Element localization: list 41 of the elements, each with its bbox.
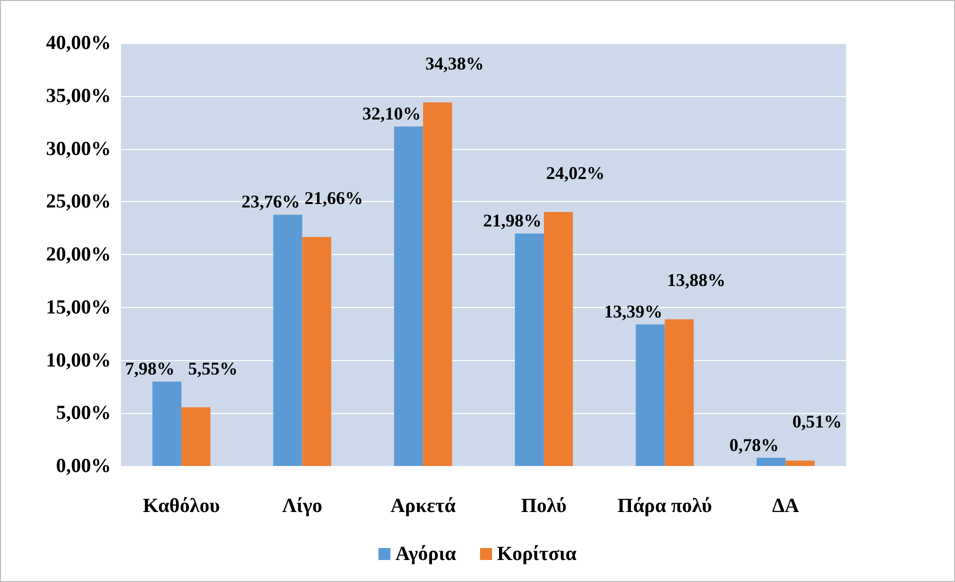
legend-label: Κορίτσια xyxy=(497,543,577,565)
y-tick-label: 40,00% xyxy=(46,32,111,54)
bar xyxy=(514,234,544,466)
bar xyxy=(756,458,786,466)
bar xyxy=(181,407,210,466)
bar xyxy=(273,214,302,466)
data-label: 13,88% xyxy=(667,270,726,290)
data-label: 0,78% xyxy=(729,434,779,455)
y-tick-label: 15,00% xyxy=(46,296,111,318)
y-tick-label: 30,00% xyxy=(46,138,111,160)
x-tick-label: Πολύ xyxy=(521,495,567,517)
bar xyxy=(423,102,452,466)
y-tick-label: 35,00% xyxy=(46,84,111,107)
y-tick-label: 0,00% xyxy=(56,455,111,477)
data-label: 21,66% xyxy=(304,188,363,208)
x-tick-label: Αρκετά xyxy=(390,495,456,517)
bar xyxy=(786,460,815,466)
bar xyxy=(664,319,694,466)
bar xyxy=(394,126,424,466)
x-tick-label: Πάρα πολύ xyxy=(618,495,712,517)
y-tick-label: 5,00% xyxy=(56,402,111,424)
y-tick-label: 20,00% xyxy=(46,244,111,266)
bar xyxy=(152,382,182,466)
data-label: 21,98% xyxy=(483,210,542,231)
bar xyxy=(636,324,665,466)
x-tick-label: ΔΑ xyxy=(772,495,800,517)
data-label: 13,39% xyxy=(604,301,662,322)
data-label: 7,98% xyxy=(125,358,175,379)
x-tick-label: Καθόλου xyxy=(142,495,220,517)
y-tick-label: 10,00% xyxy=(46,349,111,372)
data-label: 24,02% xyxy=(546,162,605,183)
data-label: 0,51% xyxy=(792,412,842,432)
data-label: 23,76% xyxy=(242,192,300,212)
data-label: 32,10% xyxy=(362,104,421,124)
legend-label: Αγόρια xyxy=(395,543,456,565)
bar xyxy=(544,212,573,466)
data-label: 5,55% xyxy=(188,358,238,378)
data-label: 34,38% xyxy=(425,53,484,74)
bar xyxy=(302,236,332,466)
y-tick-label: 25,00% xyxy=(46,190,111,213)
x-tick-label: Λίγο xyxy=(282,495,322,517)
